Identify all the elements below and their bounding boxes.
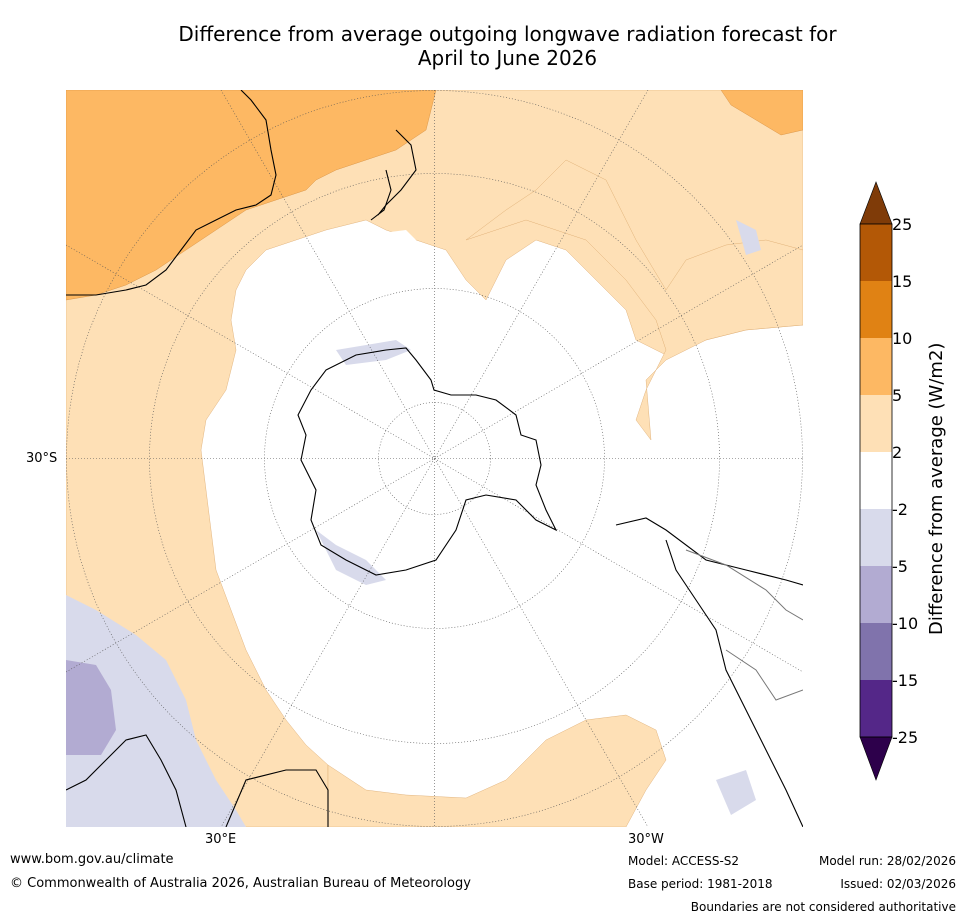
colorbar-tick: -5 xyxy=(892,557,908,576)
colorbar-tick: -25 xyxy=(892,728,919,747)
anomaly-2-5-east-patch xyxy=(465,159,803,441)
africa-outline xyxy=(66,734,329,827)
anomaly-minus-5-10-southwest xyxy=(66,660,116,755)
colorbar-tick: 2 xyxy=(892,443,903,462)
footer-copyright: © Commonwealth of Australia 2026, Austra… xyxy=(10,876,471,891)
colorbar-title: Difference from average (W/m2) xyxy=(926,342,947,645)
colorbar-m15-m10 xyxy=(860,623,892,680)
footer-model-run: Model run: 28/02/2026 xyxy=(818,854,956,868)
colorbar-5-10 xyxy=(860,338,892,395)
lon-label-30w: 30°W xyxy=(628,832,664,847)
colorbar-tick: 25 xyxy=(892,215,913,234)
title-line-2: April to June 2026 xyxy=(417,46,598,70)
australia-outline xyxy=(66,90,277,296)
anomaly-2-5-band-south xyxy=(327,714,667,827)
anomaly-5-10-northeast xyxy=(720,90,803,136)
colorbar-10-15 xyxy=(860,281,892,338)
south-america-border xyxy=(685,549,803,701)
colorbar-extend-top xyxy=(859,181,893,225)
colorbar xyxy=(859,181,893,781)
footer-issued: Issued: 02/03/2026 xyxy=(840,877,956,891)
colorbar-title-text: Difference from average (W/m2) xyxy=(926,342,947,635)
colorbar-tick: -2 xyxy=(892,500,908,519)
colorbar-extend-bottom xyxy=(859,736,893,781)
lat-label-30s: 30°S xyxy=(26,451,58,466)
footer-disclaimer: Boundaries are not considered authoritat… xyxy=(690,900,956,914)
colorbar-tick: -10 xyxy=(892,614,919,633)
colorbar-tick: 10 xyxy=(892,329,913,348)
colorbar-tick: 15 xyxy=(892,272,913,291)
footer-website[interactable]: www.bom.gov.au/climate xyxy=(10,852,174,867)
anomaly-2-5-band-west xyxy=(66,90,803,827)
map-title: Difference from average outgoing longwav… xyxy=(0,22,965,70)
new-zealand-outline xyxy=(370,129,417,221)
colorbar-m10-m5 xyxy=(860,566,892,623)
south-america-outline xyxy=(615,517,803,827)
colorbar-frame xyxy=(859,223,893,738)
footer-base-period: Base period: 1981-2018 xyxy=(628,877,773,891)
colorbar-neutral xyxy=(860,452,892,509)
polar-map xyxy=(66,90,803,827)
anomaly-minus-2-5-southwest xyxy=(66,595,246,827)
anomaly-5-10-northwest xyxy=(66,90,437,301)
colorbar-tick: -15 xyxy=(892,671,919,690)
colorbar-tick: 5 xyxy=(892,386,903,405)
graticule xyxy=(66,90,803,827)
footer-model: Model: ACCESS-S2 xyxy=(628,854,740,868)
antarctica-outline xyxy=(297,347,558,576)
colorbar-m25-m15 xyxy=(860,680,892,737)
colorbar-m5-m2 xyxy=(860,509,892,566)
lon-label-30e: 30°E xyxy=(205,832,237,847)
colorbar-2-5 xyxy=(860,395,892,452)
colorbar-15-25 xyxy=(860,224,892,281)
title-line-1: Difference from average outgoing longwav… xyxy=(178,22,837,46)
